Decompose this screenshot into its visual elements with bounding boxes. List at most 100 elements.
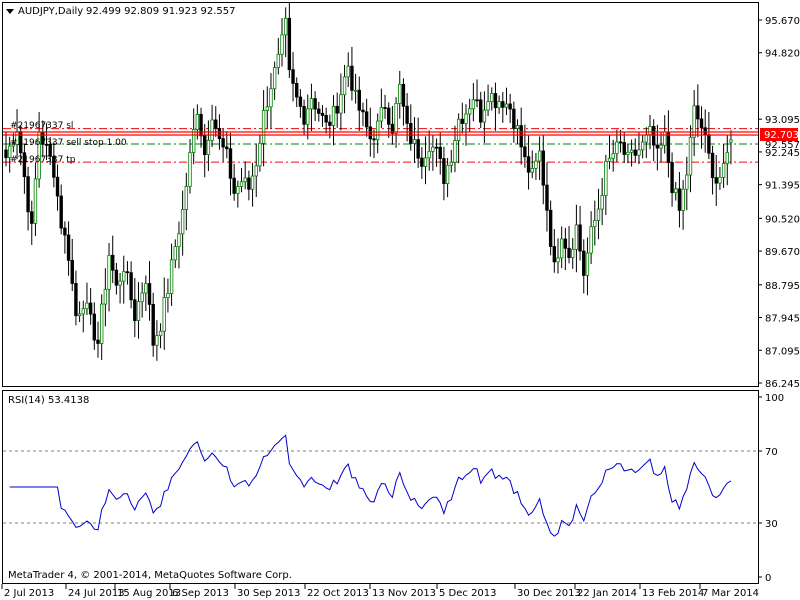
price-tick-label: 87.945 [765,314,800,325]
tp-annotation: #21967337 tp [10,155,76,165]
candle-body [721,163,726,178]
candle-body [342,76,347,96]
candle-body [283,17,288,36]
candle-body [449,161,453,166]
candle-body [600,195,604,210]
sl-annotation: #21967337 sl [10,121,73,131]
candle-body [276,53,281,69]
candle-body [122,271,126,282]
candle-body [63,227,67,236]
candle-body [11,143,16,147]
candle-body [48,143,52,157]
rsi-tick-label: 0 [765,573,771,584]
candle-body [534,160,538,169]
candle-body [70,259,74,284]
candle-body [195,114,200,130]
candle-body [640,141,645,151]
candle-body [66,234,71,261]
candle-body [482,109,487,123]
candle-body [92,313,97,341]
candle-body [405,105,409,124]
candle-body [107,254,111,290]
rsi-axis: 100 70 30 0 [758,393,784,584]
candle-body [651,126,656,146]
candle-body [180,209,185,235]
candle-body [258,142,262,167]
candle-body [615,141,619,155]
candle-body [490,93,494,103]
candle-body [158,330,163,337]
candle-body [162,297,166,332]
time-tick-label: 13 Nov 2013 [372,588,436,599]
candle-body [637,149,641,156]
candle-body [563,238,568,249]
candle-body [331,105,336,126]
candle-body [471,99,476,110]
candle-body [184,185,189,210]
rsi-tick-label: 70 [765,447,778,458]
candle-body [501,101,505,108]
candle-body [567,247,571,258]
candle-body [118,280,122,286]
candle-body [350,65,354,91]
candle-body [295,83,299,98]
candle-body [188,152,192,187]
candle-body [144,283,148,294]
candle-body [151,303,155,346]
candle-body [729,139,733,143]
current-price-tag-label: 92.703 [764,130,799,141]
candle-body [486,101,490,111]
candle-body [559,238,564,259]
candle-body [236,186,240,194]
candle-body [99,303,104,344]
candle-body [177,233,181,248]
candle-body [313,98,317,110]
time-tick-label: 6 Sep 2013 [172,588,229,599]
candle-body [401,83,406,107]
candle-body [261,110,266,144]
sell-stop-annotation: #21967337 sell stop 1.00 [10,138,127,148]
candle-body [412,139,417,144]
candle-body [707,134,711,154]
time-tick-label: 30 Dec 2013 [517,588,581,599]
candle-body [696,105,700,120]
candle-body [427,150,431,159]
candle-body [714,177,718,184]
candle-body [626,151,630,155]
candle-body [254,165,258,177]
candle-body [442,158,446,184]
rsi-line [9,434,732,537]
symbol-label: AUDJPY,Daily [18,6,83,17]
candle-body [633,149,637,156]
candle-body [445,164,450,184]
candle-body [30,211,34,224]
candle-body [512,108,516,129]
candle-body [250,175,255,190]
candle-body [479,99,483,123]
candle-body [191,129,196,153]
candle-body [103,288,108,305]
candle-body [519,125,523,148]
time-tick-label: 24 Jul 2013 [68,588,125,599]
rsi-pane-frame [2,390,759,584]
candle-body [416,139,420,159]
candle-body [508,103,512,110]
candle-body [670,162,674,194]
candle-body [582,250,586,276]
candle-body [7,145,12,159]
candle-body [383,107,387,109]
candle-body [681,188,685,211]
candle-body [593,220,597,228]
candle-body [55,176,60,197]
candle-body [453,140,457,163]
candle-body [456,118,461,141]
candle-body [228,148,233,179]
candle-body [203,135,207,156]
candle-body [515,125,520,129]
candle-body [372,138,376,141]
candle-body [44,143,49,146]
dropdown-triangle-icon[interactable] [6,9,14,14]
order-levels [3,128,758,163]
